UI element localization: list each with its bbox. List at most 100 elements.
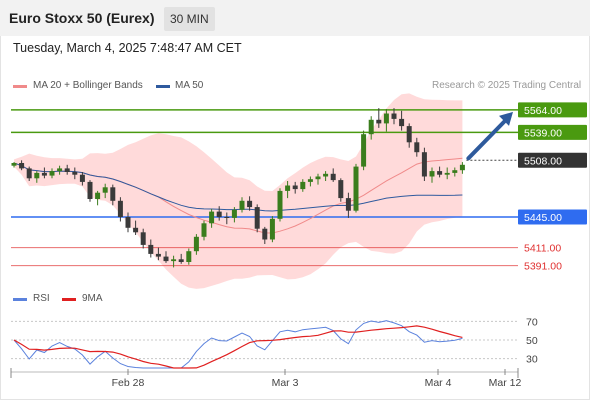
candle-body bbox=[292, 185, 298, 190]
candle-body bbox=[459, 164, 465, 171]
candle-body bbox=[201, 223, 207, 237]
rsi-ma-line bbox=[13, 325, 463, 369]
timeframe-button[interactable]: 30 MIN bbox=[164, 7, 215, 31]
ma20-legend-label: MA 20 + Bollinger Bands bbox=[33, 80, 143, 91]
bollinger-fill bbox=[14, 93, 463, 289]
candle-body bbox=[125, 217, 131, 228]
candle-body bbox=[72, 172, 78, 175]
candle-body bbox=[117, 200, 123, 217]
candles bbox=[11, 108, 465, 268]
candle-body bbox=[391, 113, 397, 119]
candle-body bbox=[19, 163, 25, 169]
target-arrow-shaft bbox=[466, 118, 507, 161]
rsi-tick-70: 70 bbox=[526, 316, 538, 328]
x-tick-label: Mar 12 bbox=[489, 377, 522, 389]
level-tag-5445.00 bbox=[518, 209, 587, 225]
candle-body bbox=[64, 168, 70, 172]
candle-body bbox=[79, 174, 85, 182]
x-tick-label: Mar 4 bbox=[425, 377, 452, 389]
candle-body bbox=[277, 190, 283, 219]
ma50-line bbox=[13, 162, 463, 212]
candle-body bbox=[254, 207, 260, 229]
candle-body bbox=[353, 166, 359, 211]
datetime-label: Tuesday, March 4, 2025 7:48:47 AM CET bbox=[13, 41, 242, 55]
candle-body bbox=[34, 172, 40, 179]
bollinger-band bbox=[14, 93, 463, 289]
candle-body bbox=[406, 126, 412, 143]
x-tick-label: Mar 3 bbox=[272, 377, 299, 389]
level-lines bbox=[11, 109, 518, 267]
candle-body bbox=[133, 227, 139, 233]
candle-body bbox=[231, 209, 237, 218]
level-label-5564.00: 5564.00 bbox=[524, 105, 562, 117]
candle-body bbox=[239, 200, 245, 210]
rsi-panel: 70 50 30 bbox=[11, 316, 538, 369]
candle-body bbox=[323, 173, 329, 177]
candle-body bbox=[421, 152, 427, 177]
candle-body bbox=[437, 171, 443, 175]
level-label-5539.00: 5539.00 bbox=[524, 127, 562, 139]
x-tick-label: Feb 28 bbox=[112, 377, 145, 389]
level-tag-5508.00 bbox=[518, 152, 587, 168]
chart-title: Euro Stoxx 50 (Eurex) bbox=[9, 10, 155, 26]
candle-body bbox=[452, 170, 458, 173]
candle-body bbox=[102, 187, 108, 193]
candle-body bbox=[399, 118, 405, 127]
level-labels: 5564.00 5539.00 5508.00 5445.00 5411.00 5391.… bbox=[518, 102, 587, 273]
credit-label: Research © 2025 Trading Central bbox=[432, 80, 582, 91]
candle-body bbox=[110, 187, 116, 201]
candle-body bbox=[163, 256, 169, 262]
rsi-legend-swatch bbox=[13, 298, 27, 301]
moving-averages bbox=[13, 157, 463, 234]
candle-body bbox=[376, 119, 382, 124]
level-label-5445.00: 5445.00 bbox=[524, 212, 562, 224]
candle-body bbox=[262, 228, 268, 240]
candle-body bbox=[269, 218, 275, 240]
rsi-legend-label: RSI bbox=[33, 293, 50, 304]
level-label-5391.00: 5391.00 bbox=[524, 261, 562, 273]
candle-body bbox=[338, 180, 344, 199]
candle-body bbox=[307, 179, 313, 182]
ma50-legend-swatch bbox=[156, 85, 170, 88]
candle-body bbox=[87, 181, 93, 199]
ma20-legend-swatch bbox=[13, 85, 27, 88]
candle-body bbox=[414, 142, 420, 153]
candle-body bbox=[361, 134, 367, 167]
candle-body bbox=[95, 192, 101, 199]
candle-body bbox=[26, 168, 32, 179]
level-tag-5564.00 bbox=[518, 102, 587, 118]
candle-body bbox=[178, 259, 184, 262]
candle-body bbox=[383, 113, 389, 124]
candle-body bbox=[209, 211, 215, 224]
candle-body bbox=[193, 236, 199, 252]
candle-body bbox=[155, 253, 161, 257]
header-bar: Euro Stoxx 50 (Eurex) 30 MIN bbox=[0, 0, 590, 36]
rsi-ma-legend-label: 9MA bbox=[82, 293, 103, 304]
candle-body bbox=[224, 217, 230, 218]
level-label-5411.00: 5411.00 bbox=[524, 243, 561, 255]
target-arrow bbox=[466, 111, 513, 161]
candle-body bbox=[186, 251, 192, 262]
target-arrow-head bbox=[499, 111, 513, 126]
candle-body bbox=[247, 200, 253, 208]
candle-body bbox=[171, 259, 177, 262]
candle-body bbox=[330, 173, 336, 181]
x-axis: Feb 28 Mar 3 Mar 4 Mar 12 bbox=[10, 368, 522, 389]
rsi-tick-30: 30 bbox=[526, 354, 538, 366]
candle-body bbox=[300, 181, 306, 190]
candle-body bbox=[57, 168, 63, 172]
rsi-tick-50: 50 bbox=[526, 335, 538, 347]
candle-body bbox=[429, 171, 435, 177]
candle-body bbox=[368, 119, 374, 135]
rsi-ma-legend-swatch bbox=[62, 298, 76, 301]
candle-body bbox=[444, 172, 450, 175]
ma50-legend-label: MA 50 bbox=[175, 80, 204, 91]
candle-body bbox=[140, 232, 146, 245]
candle-body bbox=[41, 172, 47, 176]
level-label-5508.00: 5508.00 bbox=[524, 155, 562, 167]
candle-body bbox=[216, 211, 222, 217]
candle-body bbox=[285, 185, 291, 191]
candle-body bbox=[148, 244, 154, 254]
rsi-line bbox=[13, 320, 463, 369]
